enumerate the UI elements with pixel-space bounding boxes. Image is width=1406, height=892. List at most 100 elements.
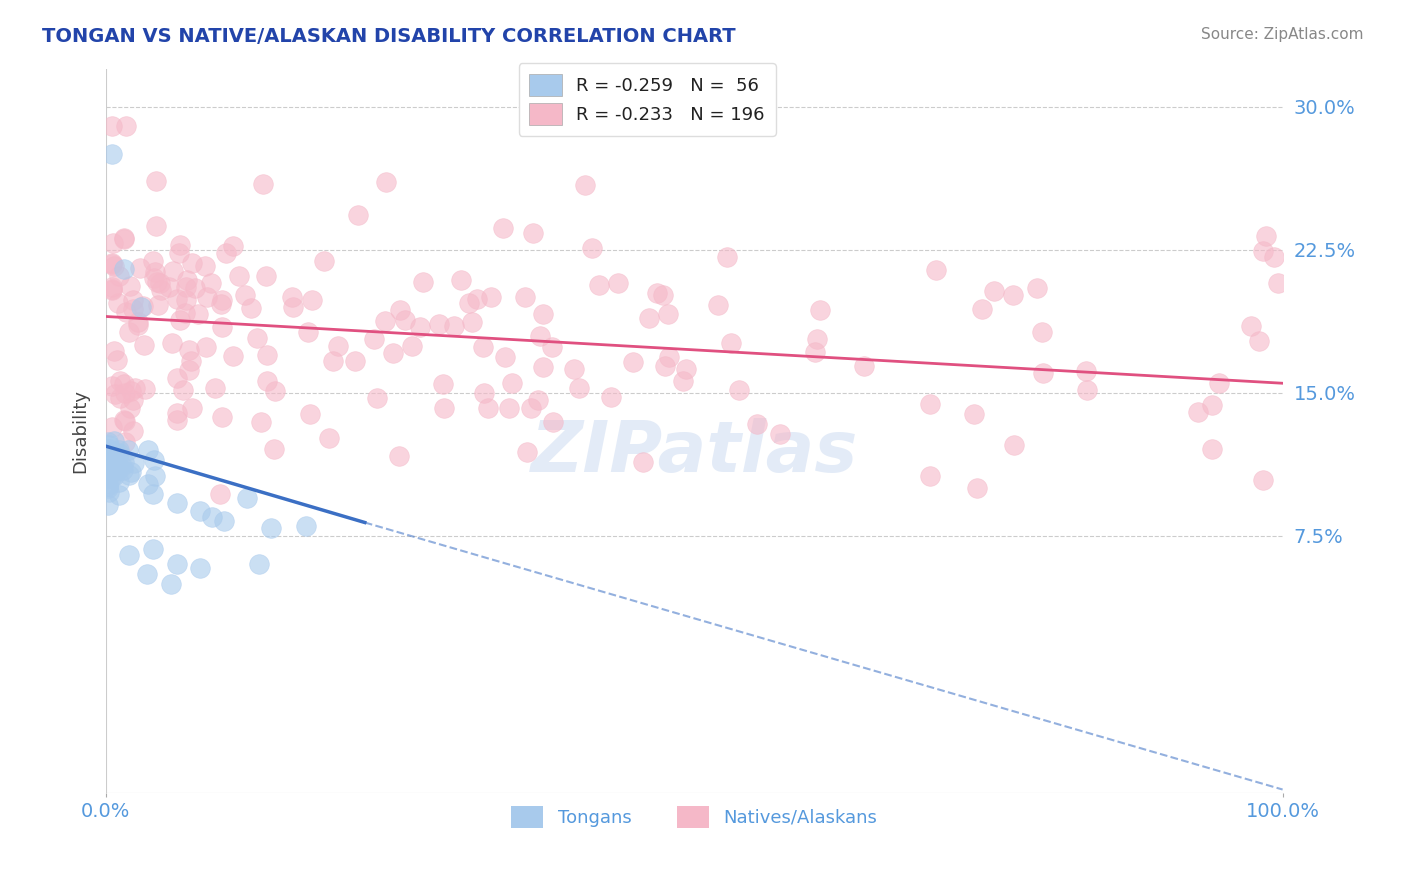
Text: TONGAN VS NATIVE/ALASKAN DISABILITY CORRELATION CHART: TONGAN VS NATIVE/ALASKAN DISABILITY CORR… bbox=[42, 27, 735, 45]
Point bbox=[101, 283, 124, 297]
Point bbox=[633, 455, 655, 469]
Point bbox=[177, 343, 200, 357]
Point bbox=[1076, 384, 1098, 398]
Point bbox=[363, 332, 385, 346]
Point bbox=[204, 381, 226, 395]
Point bbox=[103, 259, 125, 273]
Point bbox=[254, 268, 277, 283]
Point bbox=[256, 374, 278, 388]
Point bbox=[105, 461, 128, 475]
Point bbox=[118, 325, 141, 339]
Point bbox=[180, 354, 202, 368]
Point bbox=[166, 292, 188, 306]
Point bbox=[645, 286, 668, 301]
Point bbox=[366, 391, 388, 405]
Point bbox=[637, 310, 659, 325]
Point bbox=[100, 453, 122, 467]
Point bbox=[101, 147, 124, 161]
Point bbox=[966, 481, 988, 495]
Point bbox=[657, 307, 679, 321]
Point bbox=[120, 279, 142, 293]
Point bbox=[527, 392, 550, 407]
Point bbox=[97, 481, 120, 495]
Point bbox=[195, 339, 218, 353]
Point bbox=[101, 419, 124, 434]
Point bbox=[195, 290, 218, 304]
Point bbox=[228, 269, 250, 284]
Point bbox=[1187, 405, 1209, 419]
Point bbox=[652, 288, 675, 302]
Point bbox=[1239, 319, 1261, 334]
Point bbox=[132, 299, 155, 313]
Point bbox=[471, 340, 494, 354]
Point bbox=[145, 276, 167, 290]
Point bbox=[97, 485, 120, 500]
Point bbox=[122, 293, 145, 307]
Point bbox=[101, 463, 124, 477]
Point bbox=[108, 460, 131, 475]
Point bbox=[541, 340, 564, 354]
Point bbox=[1002, 288, 1025, 302]
Point bbox=[173, 306, 195, 320]
Point bbox=[120, 465, 142, 479]
Point bbox=[145, 174, 167, 188]
Point bbox=[97, 453, 120, 467]
Point bbox=[574, 178, 596, 193]
Point bbox=[621, 355, 644, 369]
Point bbox=[117, 443, 139, 458]
Point bbox=[97, 444, 120, 458]
Point bbox=[1267, 277, 1289, 291]
Point bbox=[103, 434, 125, 449]
Point bbox=[236, 491, 259, 505]
Point bbox=[114, 386, 136, 401]
Point bbox=[132, 337, 155, 351]
Point bbox=[918, 397, 941, 411]
Point bbox=[808, 303, 831, 318]
Point bbox=[211, 319, 233, 334]
Point bbox=[118, 468, 141, 483]
Point bbox=[212, 514, 235, 528]
Point bbox=[174, 279, 197, 293]
Point bbox=[172, 383, 194, 397]
Point bbox=[716, 250, 738, 264]
Point bbox=[107, 475, 129, 490]
Point bbox=[501, 376, 523, 390]
Point bbox=[675, 362, 697, 376]
Point bbox=[924, 263, 946, 277]
Point bbox=[382, 346, 405, 360]
Point bbox=[97, 478, 120, 492]
Point bbox=[124, 456, 146, 470]
Point bbox=[110, 391, 132, 405]
Point bbox=[101, 256, 124, 270]
Point bbox=[162, 336, 184, 351]
Point bbox=[479, 290, 502, 304]
Point bbox=[208, 487, 231, 501]
Point bbox=[188, 561, 211, 575]
Point bbox=[256, 348, 278, 362]
Point bbox=[920, 469, 942, 483]
Point bbox=[101, 279, 124, 293]
Point bbox=[180, 401, 202, 415]
Point bbox=[239, 301, 262, 316]
Point bbox=[104, 446, 127, 460]
Point bbox=[297, 325, 319, 339]
Point bbox=[114, 455, 136, 469]
Point bbox=[263, 442, 285, 456]
Point bbox=[1002, 438, 1025, 452]
Point bbox=[149, 283, 172, 297]
Point bbox=[122, 393, 145, 408]
Point bbox=[145, 219, 167, 234]
Point bbox=[389, 302, 412, 317]
Point bbox=[121, 301, 143, 316]
Point bbox=[427, 317, 450, 331]
Point bbox=[111, 458, 134, 473]
Point bbox=[114, 414, 136, 428]
Point bbox=[122, 424, 145, 438]
Point bbox=[461, 315, 484, 329]
Point bbox=[103, 468, 125, 483]
Point bbox=[252, 177, 274, 191]
Point bbox=[112, 261, 135, 276]
Point bbox=[249, 415, 271, 429]
Point bbox=[433, 401, 456, 415]
Point bbox=[247, 558, 270, 572]
